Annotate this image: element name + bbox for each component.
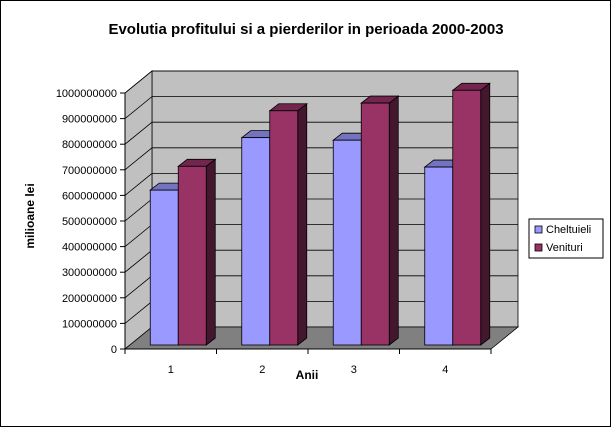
bar <box>268 102 308 346</box>
legend: Cheltuieli Venituri <box>528 218 604 259</box>
bar-front <box>424 166 454 346</box>
bar <box>360 95 400 346</box>
y-tick-label: 900000000 <box>62 114 117 126</box>
bar-series <box>149 82 491 346</box>
x-tick-label: 1 <box>168 364 174 376</box>
y-tick-label: 500000000 <box>62 216 117 228</box>
legend-label-venituri: Venituri <box>546 242 583 254</box>
bar-front <box>332 139 362 346</box>
y-tick-label: 100000000 <box>62 318 117 330</box>
bar <box>451 82 491 346</box>
bar-side <box>297 102 308 346</box>
legend-swatch-venituri <box>534 243 543 252</box>
y-tick-label: 200000000 <box>62 293 117 305</box>
y-tick-label: 700000000 <box>62 165 117 177</box>
chart-title: Evolutia profitului si a pierderilor in … <box>108 21 503 38</box>
y-tick-label: 400000000 <box>62 242 117 254</box>
legend-swatch-cheltuieli <box>534 225 543 234</box>
x-axis-title: Anii <box>296 368 319 382</box>
bar-front <box>241 137 271 346</box>
x-axis: 1 2 3 4 <box>124 348 492 376</box>
x-tick-label: 4 <box>442 364 448 376</box>
y-axis-title: milioane lei <box>23 183 37 248</box>
bar <box>177 158 217 346</box>
y-tick-label: 1000000000 <box>56 88 117 100</box>
y-tick-label: 300000000 <box>62 267 117 279</box>
x-tick-label: 3 <box>351 364 357 376</box>
y-tick-label: 800000000 <box>62 139 117 151</box>
bar-front <box>269 110 299 346</box>
x-tick-label: 2 <box>259 364 265 376</box>
bar-front <box>149 189 179 346</box>
y-tick-label: 600000000 <box>62 190 117 202</box>
bar-side <box>480 82 491 346</box>
bar-front <box>177 165 207 346</box>
y-axis: 0 100000000 200000000 300000000 400000000 500… <box>56 88 126 356</box>
bar-side <box>388 95 399 346</box>
gridline <box>124 70 518 94</box>
legend-box <box>528 218 604 259</box>
y-tick-label: 0 <box>111 344 117 356</box>
bar-side <box>205 158 216 346</box>
legend-label-cheltuieli: Cheltuieli <box>546 224 591 236</box>
bar-front <box>360 102 390 346</box>
bar-front <box>452 89 482 346</box>
